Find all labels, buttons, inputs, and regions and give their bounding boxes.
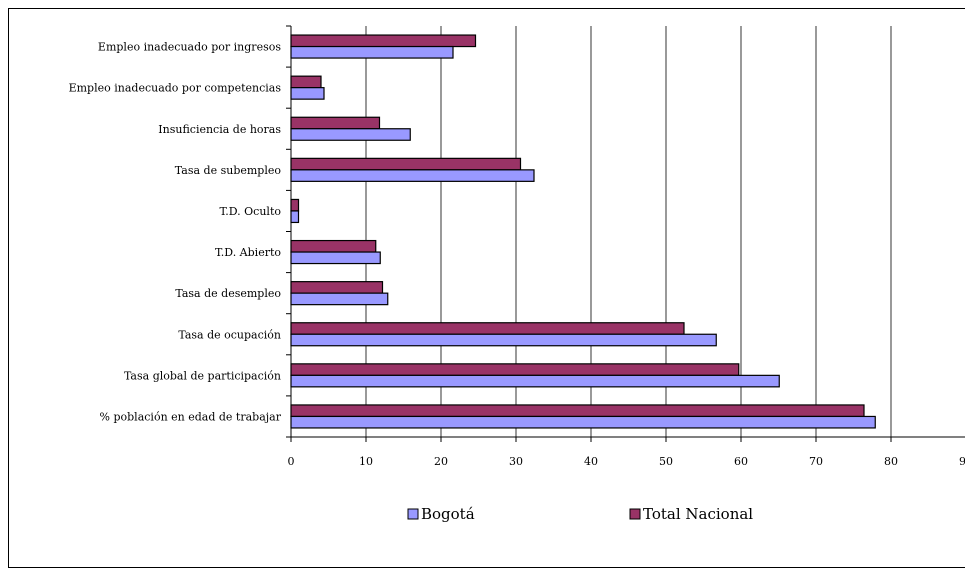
bar-bogota [291, 375, 779, 387]
bars [291, 35, 875, 428]
bar-bogota [291, 416, 875, 428]
bar-bogota [291, 47, 453, 59]
bar-total-nacional [291, 405, 864, 417]
x-tick-label: 20 [434, 455, 448, 468]
bar-bogota [291, 334, 716, 346]
x-tick-label: 10 [359, 455, 373, 468]
bar-total-nacional [291, 364, 739, 376]
category-label: Empleo inadecuado por competencias [69, 82, 282, 95]
bar-bogota [291, 211, 299, 223]
bar-total-nacional [291, 241, 376, 253]
bar-total-nacional [291, 199, 299, 211]
legend-label: Total Nacional [643, 505, 753, 523]
x-tick-label: 90 [959, 455, 965, 468]
x-tick-label: 60 [734, 455, 748, 468]
x-tick-labels: 0 10 20 30 40 50 60 70 80 90 [288, 455, 965, 468]
bar-bogota [291, 88, 324, 100]
category-label: Empleo inadecuado por ingresos [98, 41, 281, 54]
category-label: Insuficiencia de horas [158, 123, 281, 136]
category-label: Tasa de desempleo [175, 287, 281, 300]
x-tick-label: 30 [509, 455, 523, 468]
bar-bogota [291, 129, 410, 141]
legend-swatch [408, 509, 418, 519]
x-tick-label: 50 [659, 455, 673, 468]
bar-bogota [291, 170, 534, 182]
bar-chart: Empleo inadecuado por ingresos Empleo ina… [0, 0, 965, 542]
x-tick-label: 0 [288, 455, 295, 468]
x-tick-label: 70 [809, 455, 823, 468]
bar-bogota [291, 252, 380, 263]
legend-label: Bogotá [421, 505, 475, 523]
category-label: % población en edad de trabajar [100, 410, 282, 423]
category-label: Tasa global de participación [124, 369, 281, 382]
bar-total-nacional [291, 76, 321, 88]
bar-total-nacional [291, 35, 476, 47]
bar-total-nacional [291, 323, 684, 335]
x-tick-label: 80 [884, 455, 898, 468]
category-label: Tasa de subempleo [175, 164, 282, 177]
bar-total-nacional [291, 158, 521, 170]
x-tick-label: 40 [584, 455, 598, 468]
bar-total-nacional [291, 117, 380, 129]
category-label: T.D. Abierto [215, 246, 281, 259]
category-label: T.D. Oculto [220, 205, 282, 218]
category-label: Tasa de ocupación [178, 328, 281, 341]
category-labels: Empleo inadecuado por ingresos Empleo ina… [69, 41, 282, 424]
legend: Bogotá Total Nacional [408, 505, 753, 523]
bar-total-nacional [291, 282, 383, 294]
bar-bogota [291, 293, 388, 305]
legend-swatch [630, 509, 640, 519]
